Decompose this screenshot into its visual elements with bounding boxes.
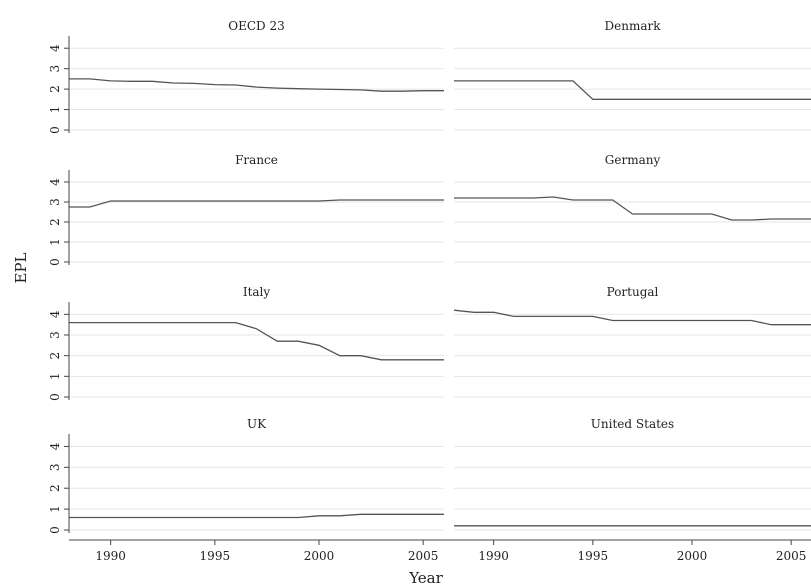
panel-title: Germany [605, 153, 661, 167]
series-line [69, 78, 444, 92]
x-tick-label: 2000 [677, 549, 708, 563]
x-tick-label: 1995 [578, 549, 609, 563]
y-tick-label: 4 [48, 442, 62, 450]
panel: Germany [454, 153, 811, 263]
series-line [454, 80, 811, 100]
y-axis-label: EPL [12, 252, 30, 283]
y-tick-label: 1 [48, 106, 62, 114]
y-tick-label: 4 [48, 44, 62, 52]
panel: Italy 0 1 2 3 4 [48, 285, 444, 401]
panel: UK 0 1 2 3 4 [48, 417, 444, 534]
y-tick-label: 1 [48, 505, 62, 513]
y-tick-label: 2 [48, 352, 62, 360]
y-tick-label: 0 [48, 393, 62, 401]
y-tick-label: 0 [48, 526, 62, 534]
panel-title: France [235, 153, 278, 167]
x-tick-label: 1990 [95, 549, 126, 563]
x-tick-label: 2005 [776, 549, 807, 563]
y-tick-label: 1 [48, 373, 62, 381]
series-line [69, 321, 444, 361]
y-tick-label: 3 [48, 65, 62, 73]
panel-title: UK [247, 417, 267, 431]
series-line [454, 196, 811, 221]
y-tick-label: 3 [48, 198, 62, 206]
x-tick-label: 1990 [478, 549, 509, 563]
y-tick-label: 2 [48, 218, 62, 226]
panel-title: United States [591, 417, 674, 431]
y-tick-label: 2 [48, 85, 62, 93]
y-tick-label: 3 [48, 464, 62, 472]
panel-title: OECD 23 [228, 19, 284, 33]
panel: Portugal [453, 285, 811, 398]
y-tick-label: 0 [48, 258, 62, 266]
y-tick-label: 0 [48, 126, 62, 134]
x-axis-label: Year [408, 569, 443, 587]
y-tick-label: 4 [48, 310, 62, 318]
panel: OECD 23 0 1 2 3 4 [48, 19, 444, 134]
series-line [69, 513, 444, 519]
x-tick-label: 2000 [304, 549, 335, 563]
series-line [69, 199, 444, 208]
x-tick-label: 2005 [408, 549, 439, 563]
y-tick-label: 4 [48, 178, 62, 186]
panel: Denmark [454, 19, 811, 131]
panel-title: Denmark [605, 19, 662, 33]
y-tick-label: 3 [48, 331, 62, 339]
panel: France 0 1 2 3 4 [48, 153, 444, 266]
panel-title: Italy [243, 285, 271, 299]
panel: United States [454, 417, 811, 531]
y-tick-label: 2 [48, 484, 62, 492]
x-tick-label: 1995 [200, 549, 231, 563]
series-line [453, 309, 811, 326]
y-tick-label: 1 [48, 238, 62, 246]
panel-title: Portugal [607, 285, 659, 299]
